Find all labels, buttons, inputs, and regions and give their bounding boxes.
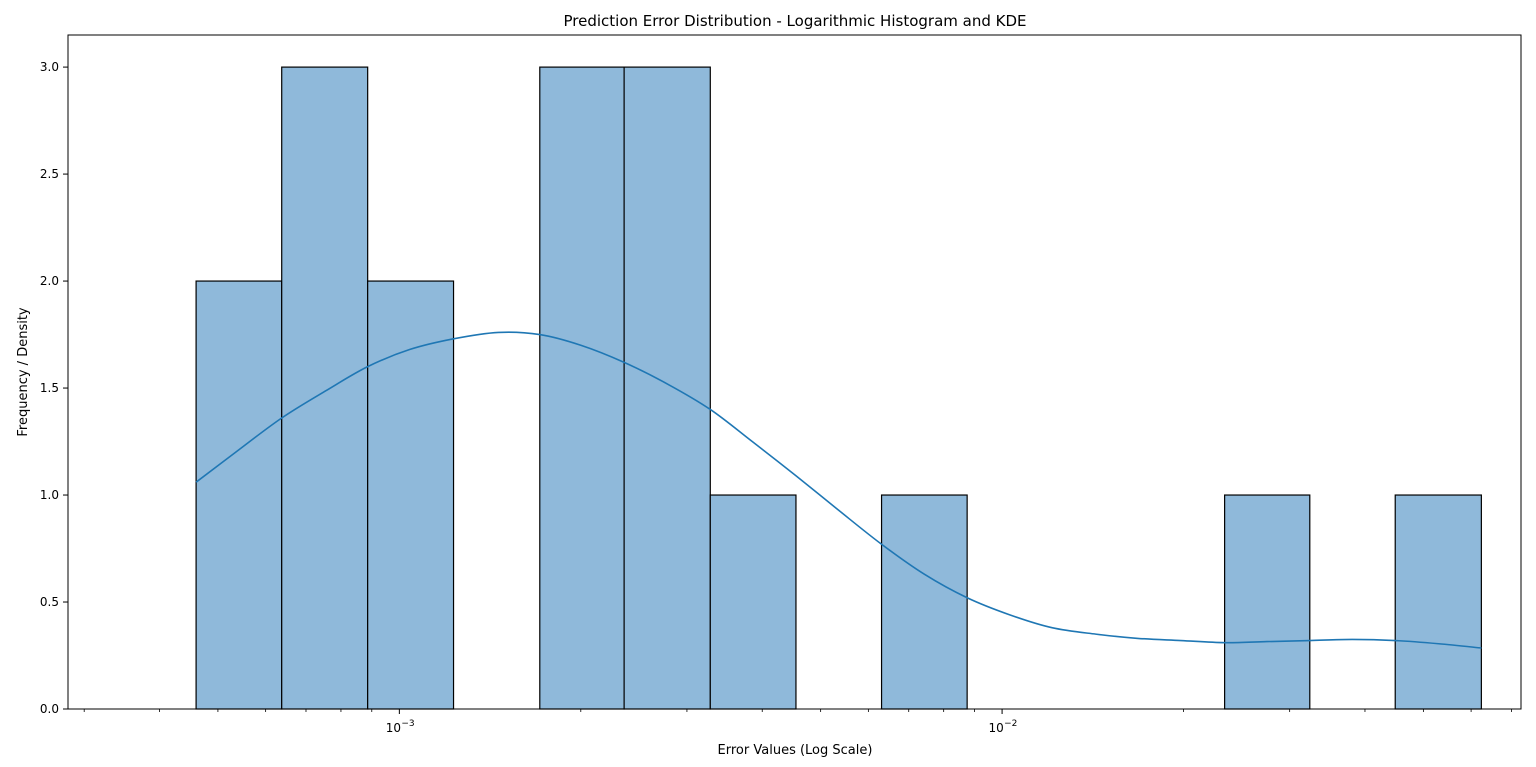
histogram-bar-5 [623, 66, 711, 710]
plot-frame [67, 34, 1522, 710]
x-axis-ticks: 10 −3 10 −2 [83, 709, 1512, 735]
x-tick-label-exponent: −3 [401, 719, 414, 729]
kde-line [195, 331, 1482, 649]
y-tick-label: 1.0 [40, 488, 59, 502]
histogram-bar-8 [880, 494, 968, 710]
y-tick-label: 3.0 [40, 60, 59, 74]
kde-curve-group [195, 331, 1482, 649]
y-tick-label: 0.5 [40, 595, 59, 609]
x-tick-label: 10 [988, 721, 1003, 735]
y-tick-label: 2.0 [40, 274, 59, 288]
chart-title: Prediction Error Distribution - Logarith… [563, 12, 1026, 30]
histogram-bar-0 [195, 280, 283, 710]
histogram-bar-2 [367, 280, 455, 710]
x-tick-label: 10 [386, 721, 401, 735]
histogram-bar-6 [709, 494, 797, 710]
x-tick-label-exponent: −2 [1004, 719, 1017, 729]
histogram-bar-12 [1224, 494, 1311, 710]
histogram-bar-4 [539, 66, 625, 710]
y-axis-label: Frequency / Density [16, 307, 31, 437]
histogram-bar-14 [1394, 494, 1482, 710]
y-axis-ticks: 0.0 0.5 1.0 1.5 2.0 2.5 3.0 [40, 60, 68, 716]
y-tick-label: 1.5 [40, 381, 59, 395]
histogram-bars [195, 66, 1482, 710]
y-tick-label: 2.5 [40, 167, 59, 181]
y-tick-label: 0.0 [40, 702, 59, 716]
x-axis-label: Error Values (Log Scale) [718, 743, 873, 758]
histogram-bar-1 [281, 66, 369, 710]
